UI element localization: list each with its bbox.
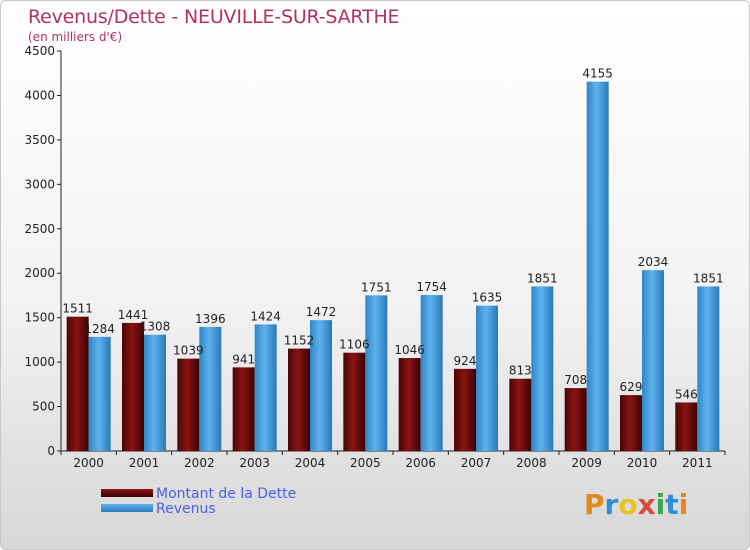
bar-dette (343, 352, 366, 451)
data-label-revenus: 1851 (527, 271, 558, 285)
y-tick-label: 2000 (24, 266, 55, 280)
data-label-dette: 1441 (118, 308, 149, 322)
logo-letter: r (604, 488, 619, 521)
proxiti-logo: Proxiti (584, 488, 688, 521)
bar-revenus (144, 334, 166, 451)
data-label-revenus: 1751 (361, 280, 392, 294)
bar-revenus (531, 286, 554, 451)
bar-revenus (420, 295, 443, 451)
chart-title: Revenus/Dette - NEUVILLE-SUR-SARTHE (28, 6, 400, 28)
data-label-revenus: 4155 (582, 67, 613, 81)
y-tick-label: 0 (47, 444, 55, 458)
y-tick-label: 1500 (24, 311, 55, 325)
bar-revenus (697, 286, 720, 451)
y-tick-label: 3500 (24, 133, 55, 147)
bar-dette (509, 378, 532, 451)
x-tick-label: 2001 (129, 456, 160, 470)
bar-revenus (365, 295, 388, 451)
bar-revenus (254, 324, 277, 451)
data-label-revenus: 1754 (416, 280, 447, 294)
x-tick-label: 2006 (405, 456, 436, 470)
bar-dette (122, 322, 144, 451)
x-tick-label: 2003 (239, 456, 270, 470)
x-tick-label: 2009 (571, 456, 602, 470)
data-label-dette: 924 (454, 354, 477, 368)
y-tick-label: 500 (32, 400, 55, 414)
legend-label-dette: Montant de la Dette (156, 486, 297, 502)
bar-dette (454, 368, 476, 451)
data-label-dette: 629 (620, 380, 643, 394)
data-label-dette: 1511 (62, 302, 93, 316)
logo-letter: i (655, 488, 666, 521)
logo-letter: x (637, 488, 656, 521)
bar-dette (66, 316, 89, 451)
y-tick-label: 2500 (24, 222, 55, 236)
bar-dette (675, 402, 698, 451)
data-label-dette: 1039 (173, 344, 204, 358)
x-tick-label: 2008 (516, 456, 547, 470)
bar-dette (564, 388, 587, 451)
bar-revenus (88, 336, 111, 451)
legend-label-revenus: Revenus (156, 501, 216, 517)
x-tick-label: 2010 (627, 456, 658, 470)
data-label-revenus: 1472 (306, 305, 337, 319)
bar-dette (177, 358, 200, 451)
data-label-dette: 813 (509, 364, 532, 378)
bar-dette (232, 367, 255, 451)
logo-letter: o (618, 488, 638, 521)
x-tick-label: 2011 (682, 456, 713, 470)
bar-revenus (310, 320, 332, 451)
data-label-revenus: 1284 (84, 322, 115, 336)
x-tick-label: 2002 (184, 456, 215, 470)
x-tick-label: 2004 (295, 456, 326, 470)
data-label-dette: 546 (675, 387, 698, 401)
data-label-dette: 708 (564, 373, 587, 387)
y-tick-label: 4000 (24, 88, 55, 102)
bar-revenus (642, 270, 664, 451)
logo-letter: t (665, 488, 679, 521)
bar-revenus (476, 305, 498, 451)
bar-dette (288, 348, 310, 451)
data-label-revenus: 1635 (472, 291, 503, 305)
x-tick-label: 2005 (350, 456, 381, 470)
bar-revenus (199, 326, 222, 451)
y-tick-label: 1000 (24, 355, 55, 369)
data-label-revenus: 2034 (638, 255, 669, 269)
y-tick-label: 3000 (24, 177, 55, 191)
data-label-revenus: 1851 (693, 271, 724, 285)
chart-subtitle: (en milliers d'€) (28, 30, 123, 44)
legend-swatch-revenus (101, 504, 153, 512)
x-tick-label: 2000 (73, 456, 104, 470)
data-label-dette: 1106 (339, 338, 370, 352)
data-label-revenus: 1308 (140, 320, 171, 334)
data-label-dette: 1152 (284, 334, 315, 348)
data-label-revenus: 1424 (250, 309, 281, 323)
data-label-dette: 1046 (394, 343, 425, 357)
data-label-dette: 941 (232, 352, 255, 366)
x-tick-label: 2007 (461, 456, 492, 470)
data-label-revenus: 1396 (195, 312, 226, 326)
bar-dette (398, 358, 421, 451)
legend-swatch-dette (101, 489, 153, 497)
bar-revenus (586, 81, 609, 452)
bar-dette (620, 395, 642, 451)
logo-letter: i (678, 488, 689, 521)
y-tick-label: 4500 (24, 44, 55, 58)
logo-letter: P (584, 488, 605, 521)
